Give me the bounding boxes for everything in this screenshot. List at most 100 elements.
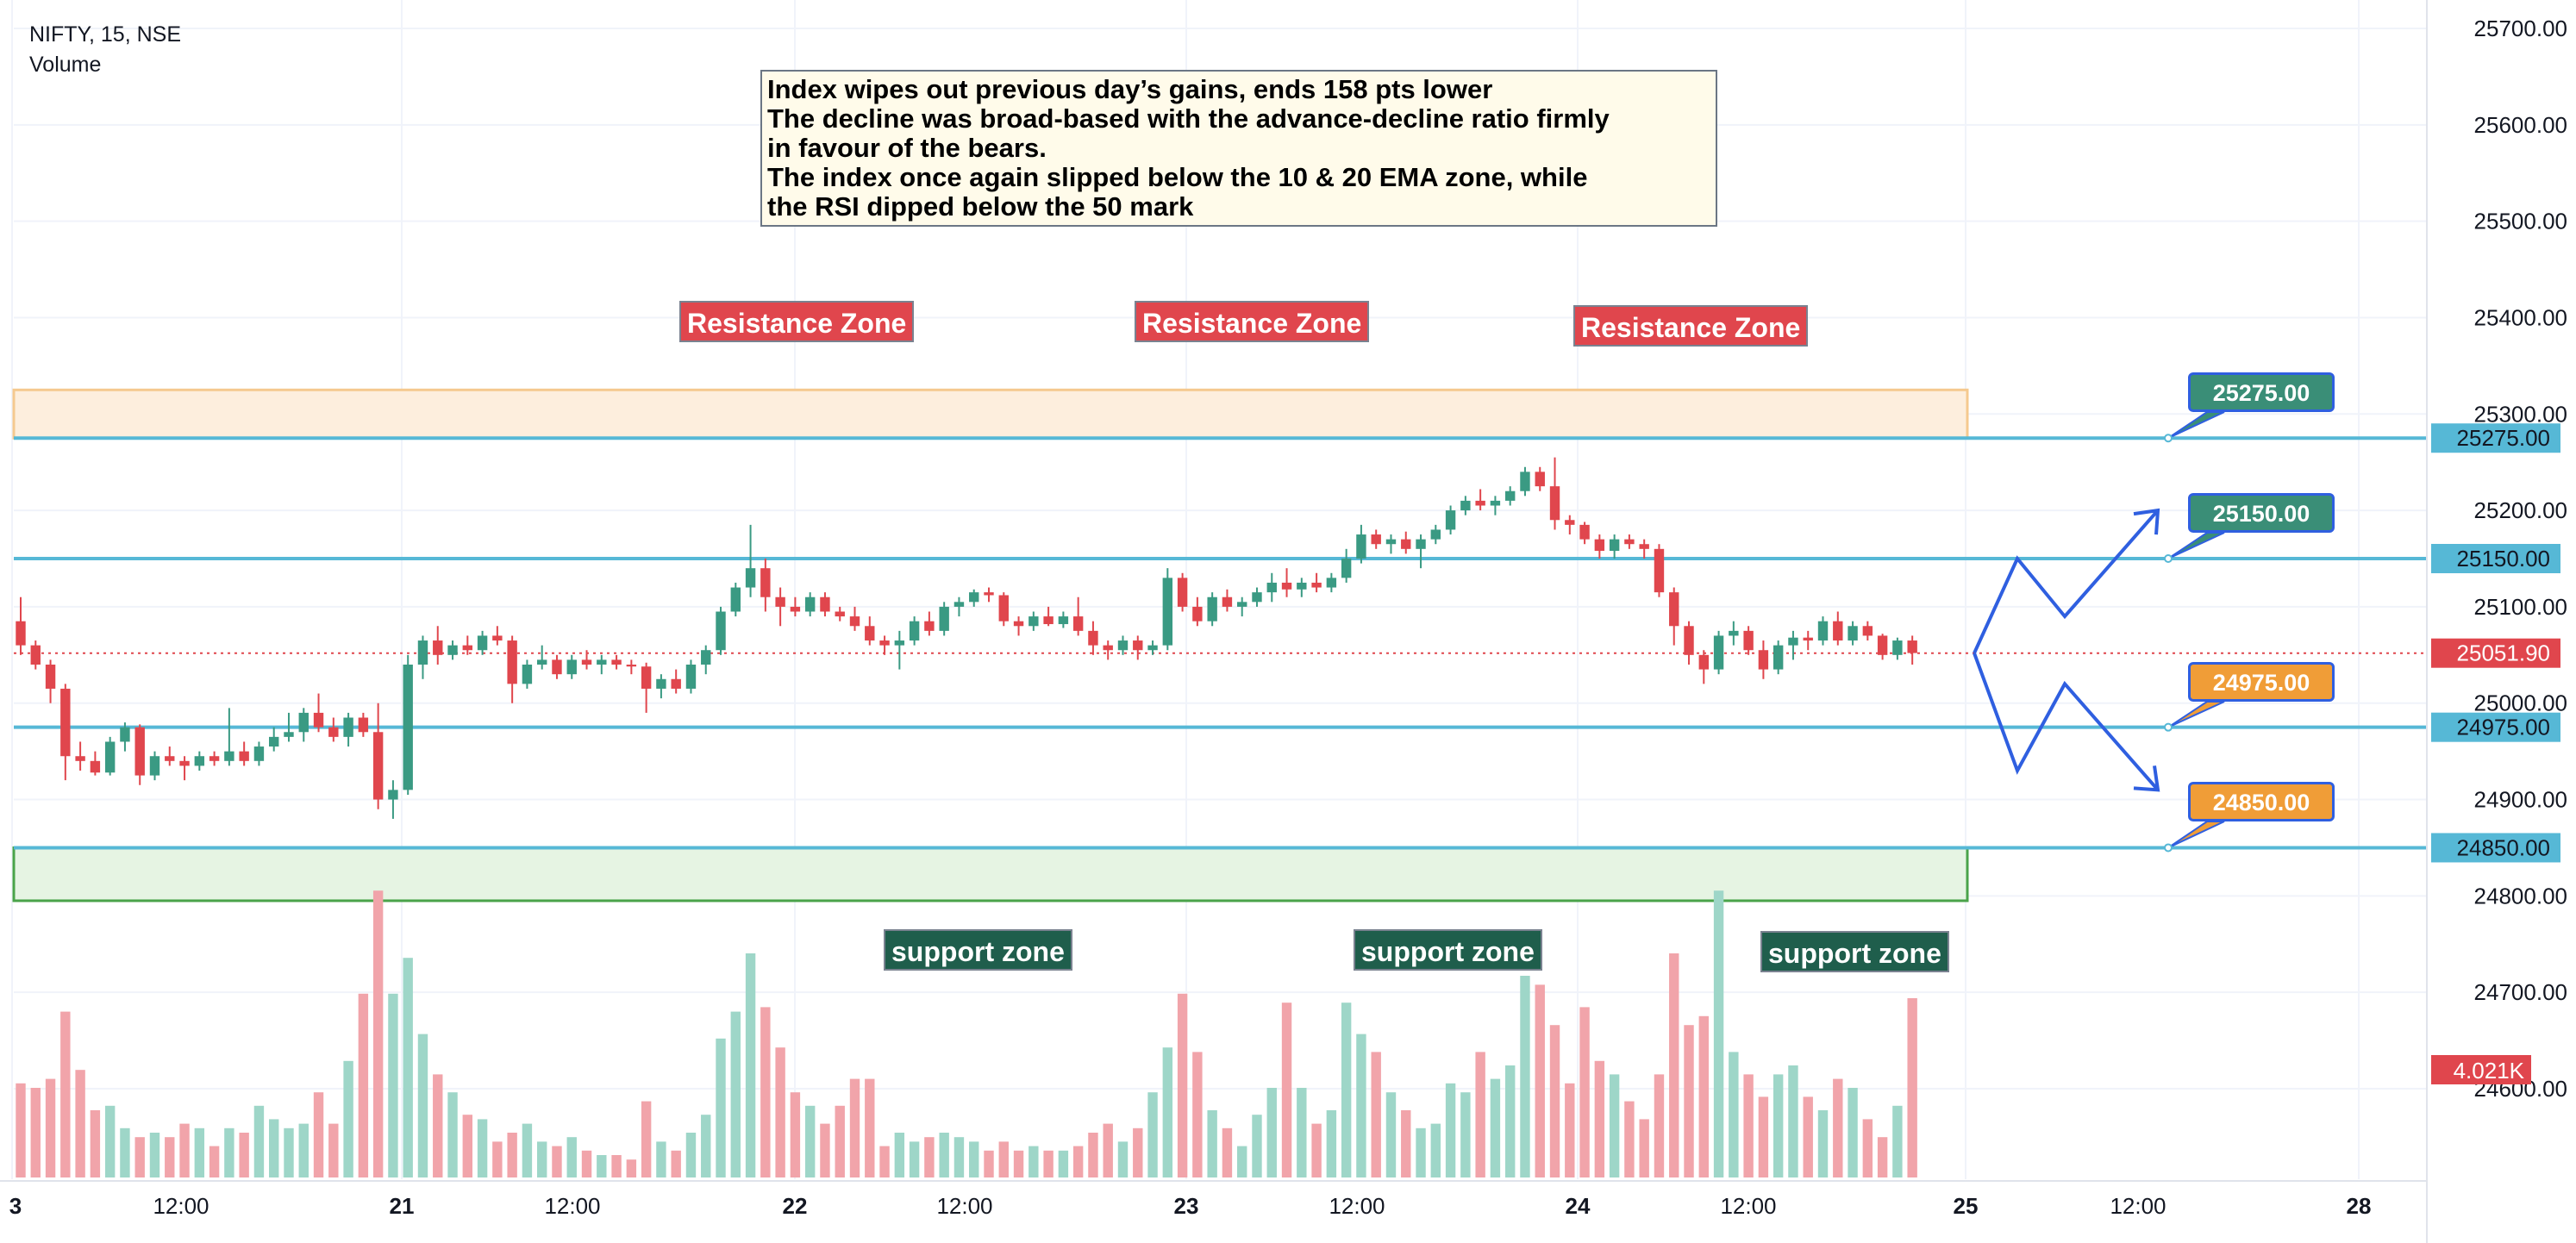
candle-body	[671, 678, 681, 689]
candle-body	[1817, 621, 1829, 641]
volume-bar	[1684, 1025, 1694, 1177]
candle	[269, 727, 279, 752]
volume-value-tag: 4.021K	[2431, 1055, 2531, 1084]
candle	[134, 724, 145, 785]
volume-bar	[149, 1133, 160, 1177]
volume-bar	[1877, 1137, 1888, 1177]
candle-body	[1088, 630, 1098, 646]
annotation-line: in favour of the bears.	[767, 133, 1047, 163]
volume-bar	[165, 1137, 175, 1177]
candle	[149, 751, 160, 781]
candle	[30, 640, 41, 670]
volume-bar	[1058, 1150, 1069, 1177]
candle-body	[849, 616, 860, 627]
x-tick-label: 12:00	[544, 1193, 600, 1219]
candle-body	[1013, 621, 1024, 627]
candle	[611, 654, 622, 670]
candle	[224, 708, 234, 766]
candle	[1237, 597, 1247, 617]
y-tick-label: 24900.00	[2474, 787, 2567, 813]
volume-bar	[209, 1146, 220, 1177]
candle-body	[581, 659, 592, 665]
volume-bar	[403, 958, 413, 1177]
candle	[1147, 640, 1158, 655]
candle	[879, 635, 890, 655]
volume-bar	[1177, 993, 1188, 1177]
volume-bar	[284, 1127, 294, 1177]
volume-bar	[656, 1141, 666, 1177]
volume-bar	[1698, 1015, 1709, 1177]
volume-bar	[522, 1123, 533, 1177]
volume-bar	[120, 1127, 130, 1177]
volume-bar	[1281, 1003, 1292, 1177]
volume-bar	[953, 1137, 965, 1177]
candle	[1192, 597, 1203, 627]
volume-indicator-label[interactable]: Volume	[29, 53, 102, 77]
candle	[1624, 534, 1635, 549]
volume-bar	[1207, 1110, 1217, 1177]
volume-bar	[879, 1146, 890, 1177]
candle	[1639, 539, 1649, 559]
candle	[790, 597, 801, 617]
y-tick-label: 25400.00	[2474, 304, 2567, 330]
candle	[998, 592, 1009, 627]
candle	[1371, 529, 1381, 549]
volume-bar	[30, 1088, 41, 1177]
candle-body	[1565, 520, 1575, 525]
volume-bar	[998, 1141, 1009, 1177]
candle	[1162, 568, 1173, 651]
volume-bar	[597, 1155, 607, 1177]
candle-body	[536, 659, 547, 665]
price-callout-24850[interactable]: 24850.00	[2188, 782, 2335, 821]
price-axis: 25700.00 25600.00 25500.00 25400.00 25300.00…	[2426, 0, 2576, 1243]
price-callout-25275[interactable]: 25275.00	[2188, 372, 2335, 412]
candle	[760, 559, 771, 612]
candle-body	[1371, 534, 1381, 545]
candle	[597, 654, 607, 675]
volume-bar	[1072, 1146, 1084, 1177]
volume-bar	[1029, 1146, 1039, 1177]
volume-bar	[1088, 1133, 1098, 1177]
volume-bar	[566, 1137, 577, 1177]
candle	[1833, 611, 1843, 646]
resistance-zone-label: Resistance Zone	[679, 301, 915, 342]
candle-body	[1475, 500, 1485, 506]
candle	[1817, 616, 1829, 646]
candle-body	[1788, 637, 1798, 646]
volume-bar	[865, 1078, 875, 1177]
forecast-up-arrow	[1973, 509, 2160, 654]
candle-body	[358, 717, 369, 733]
candle-body	[149, 756, 160, 776]
candle	[1043, 606, 1054, 627]
candle	[1788, 630, 1798, 660]
support-zone-label: support zone	[1354, 929, 1542, 971]
candle	[313, 693, 324, 733]
candle-body	[1862, 626, 1873, 636]
candle-body	[611, 659, 622, 665]
candle	[1743, 626, 1754, 655]
price-callout-25150[interactable]: 25150.00	[2188, 493, 2335, 533]
volume-bar	[701, 1115, 711, 1177]
callout-pointers	[2164, 411, 2225, 853]
candle	[820, 592, 830, 617]
x-tick-label: 12:00	[153, 1193, 209, 1219]
candle-body	[75, 756, 85, 761]
support-zone-label: support zone	[884, 929, 1072, 971]
candle-body	[1117, 640, 1129, 651]
candle	[671, 669, 681, 694]
candle-body	[16, 621, 26, 646]
candle-body	[1773, 645, 1784, 670]
candle-body	[507, 640, 517, 684]
annotation-line: The index once again slipped below the 1…	[767, 162, 1588, 192]
candle	[1907, 635, 1917, 665]
candle-body	[820, 597, 830, 612]
candle-body	[433, 640, 443, 655]
volume-bar	[104, 1105, 116, 1177]
candle-body	[1401, 539, 1411, 549]
candle-body	[924, 621, 935, 631]
candle	[1773, 640, 1784, 675]
price-callout-24975[interactable]: 24975.00	[2188, 662, 2335, 702]
candle	[45, 659, 56, 703]
volume-bar	[1341, 1003, 1352, 1177]
candle	[209, 751, 220, 766]
